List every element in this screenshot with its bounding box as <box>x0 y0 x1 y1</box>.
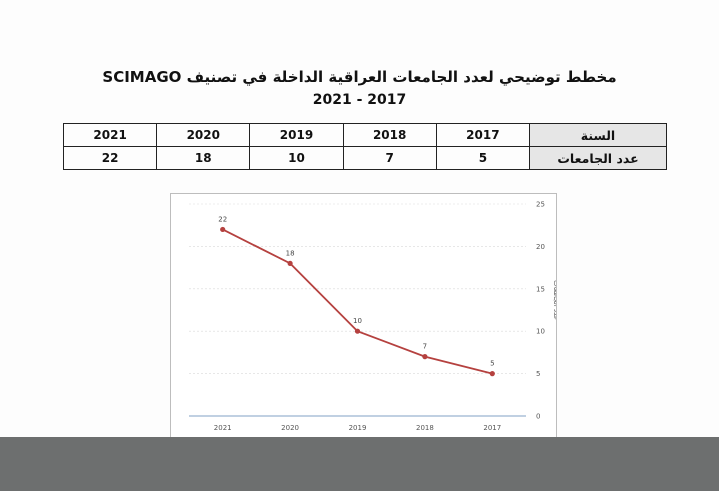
data-label: 5 <box>490 360 494 368</box>
y-tick-label: 20 <box>536 243 545 251</box>
table-cell-count: 5 <box>435 146 531 170</box>
y-tick-label: 5 <box>536 370 540 378</box>
table-cell-count: 22 <box>62 146 158 170</box>
data-label: 22 <box>218 215 227 223</box>
data-label: 18 <box>286 249 295 257</box>
table-cell-year: 2019 <box>249 123 344 147</box>
x-tick-label: 2021 <box>214 424 232 432</box>
chart-plot: 0 5 10 15 20 25 عدد الجامعات 2021 2020 2019 2018 20… <box>189 201 556 432</box>
series-line <box>222 228 493 375</box>
table-cell-year: 2017 <box>435 123 531 147</box>
chart-subtitle: 2021 - 2017 <box>312 92 407 108</box>
data-point <box>422 354 428 360</box>
table-cell-count: 7 <box>342 146 437 170</box>
table-row-years: 2021 2020 2019 2018 2017 السنة <box>62 123 667 147</box>
x-tick-label: 2019 <box>349 424 367 432</box>
line-chart: 0 5 10 15 20 25 عدد الجامعات 2021 2020 2019 2018 20… <box>170 193 557 438</box>
table-cell-year: 2021 <box>62 123 158 147</box>
data-label: 7 <box>423 343 427 351</box>
data-point <box>354 328 361 334</box>
data-point <box>287 260 293 266</box>
y-tick-label: 25 <box>536 201 545 209</box>
y-tick-label: 15 <box>536 285 545 293</box>
table-cell-count: 18 <box>156 146 251 170</box>
data-table: 2021 2020 2019 2018 2017 السنة 22 18 10 … <box>62 123 667 170</box>
data-label: 10 <box>353 317 362 325</box>
x-tick-label: 2020 <box>281 424 299 432</box>
x-tick-label: 2017 <box>483 424 501 432</box>
bottom-bar <box>0 437 719 491</box>
y-tick-label: 10 <box>536 328 545 336</box>
table-row-counts: 22 18 10 7 5 عدد الجامعات <box>62 146 667 170</box>
table-cell-count: 10 <box>249 146 344 170</box>
table-cell-year: 2020 <box>156 123 251 147</box>
data-point <box>220 226 226 233</box>
table-cell-year: 2018 <box>342 123 437 147</box>
y-tick-label: 0 <box>536 413 540 421</box>
table-header-count: عدد الجامعات <box>529 146 667 170</box>
y-axis-title: عدد الجامعات <box>552 280 556 320</box>
table-header-year: السنة <box>529 123 667 147</box>
chart-title: مخطط توضيحي لعدد الجامعات العراقية الداخ… <box>102 68 617 86</box>
x-tick-label: 2018 <box>416 424 434 432</box>
data-point <box>489 371 495 377</box>
